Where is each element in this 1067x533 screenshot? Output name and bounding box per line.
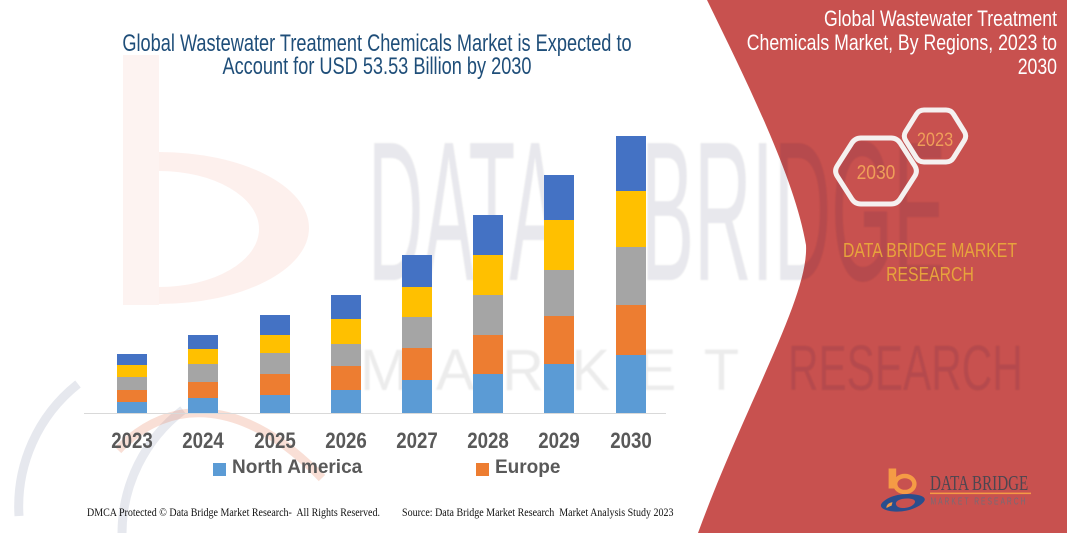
svg-text:2030: 2030	[857, 162, 896, 185]
svg-text:DATA BRIDGE: DATA BRIDGE	[930, 472, 1028, 495]
svg-text:DATA: DATA	[368, 100, 561, 322]
svg-text:MARKET RESEARCH: MARKET RESEARCH	[931, 495, 1028, 507]
svg-text:2023: 2023	[917, 129, 953, 151]
svg-text:RESEARCH: RESEARCH	[788, 333, 1023, 404]
